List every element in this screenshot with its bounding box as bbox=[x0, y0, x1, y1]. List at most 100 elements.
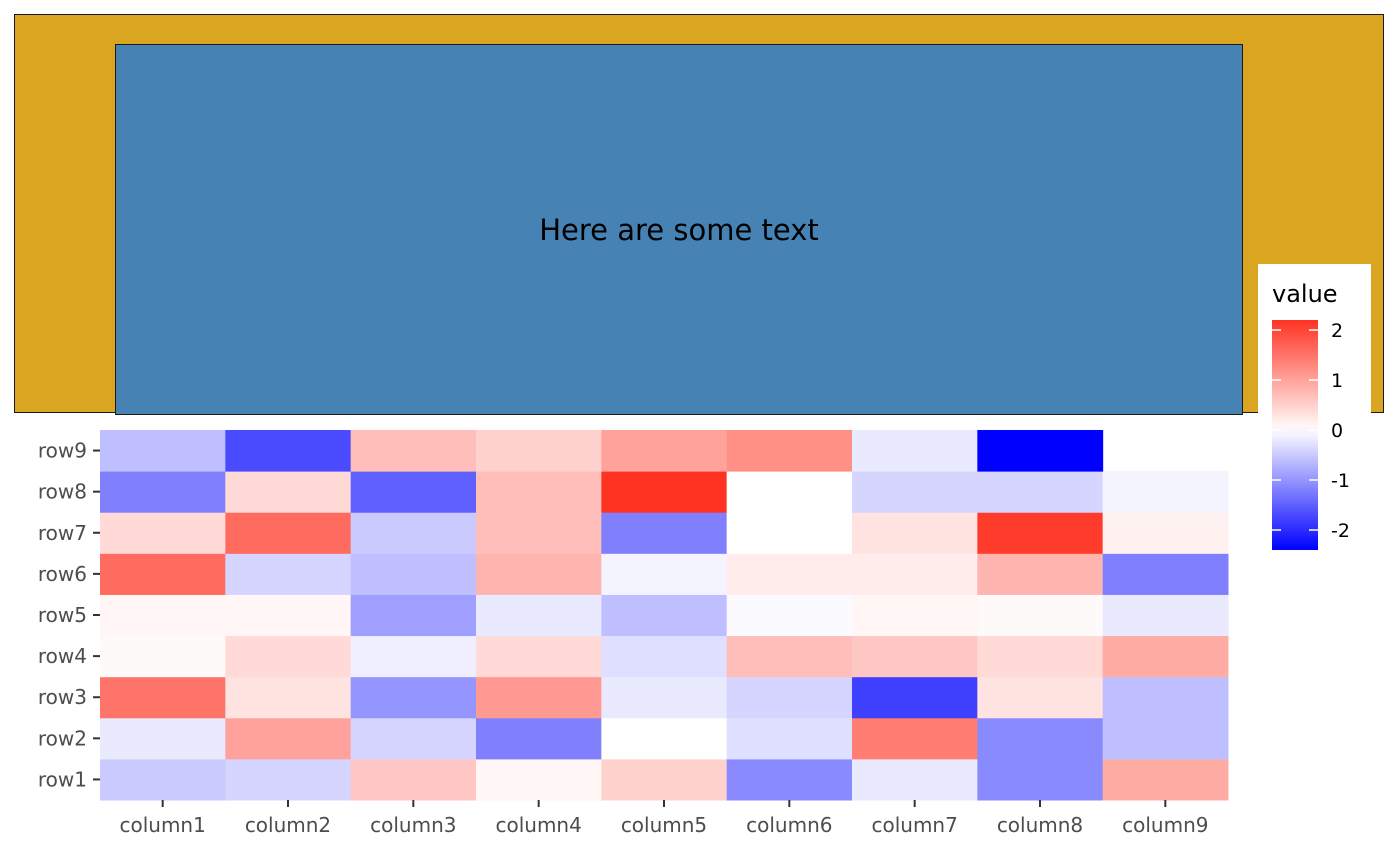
heatmap-cell-row5-column6 bbox=[726, 594, 853, 637]
legend-tick-label: -1 bbox=[1331, 470, 1350, 492]
annotation-text-box: Here are some text bbox=[115, 44, 1243, 415]
heatmap-cell-row1-column7 bbox=[852, 758, 978, 801]
heatmap-cell-row8-column4 bbox=[476, 471, 602, 513]
x-tick-label: column9 bbox=[1122, 813, 1208, 837]
heatmap-cell-row8-column7 bbox=[852, 471, 978, 513]
heatmap-cell-row8-column2 bbox=[225, 471, 352, 513]
heatmap-cell-row5-column5 bbox=[601, 594, 728, 637]
heatmap-cell-row1-column1 bbox=[100, 758, 226, 801]
x-tick-label: column5 bbox=[621, 813, 707, 837]
heatmap-cell-row7-column5 bbox=[601, 512, 728, 554]
heatmap-cell-row1-column2 bbox=[225, 758, 352, 801]
heatmap-cell-row1-column3 bbox=[350, 758, 477, 801]
heatmap-cell-row8-column9 bbox=[1102, 471, 1229, 513]
heatmap-cell-row1-column4 bbox=[476, 758, 602, 801]
heatmap-cell-row6-column2 bbox=[225, 553, 352, 595]
heatmap-cell-row3-column5 bbox=[601, 676, 728, 719]
heatmap-cell-row8-column1 bbox=[100, 471, 226, 513]
annotation-panel: Here are some text bbox=[14, 14, 1384, 415]
heatmap-cell-row5-column3 bbox=[350, 594, 477, 637]
y-tick-label: row5 bbox=[38, 603, 87, 627]
heatmap-cell-row2-column7 bbox=[852, 717, 978, 760]
heatmap-cell-row6-column4 bbox=[476, 553, 602, 595]
heatmap-cell-row7-column6 bbox=[726, 512, 853, 554]
heatmap-cell-row9-column1 bbox=[100, 430, 226, 472]
legend-tick-label: 2 bbox=[1331, 320, 1343, 342]
legend-title: value bbox=[1272, 280, 1338, 308]
heatmap-cell-row6-column1 bbox=[100, 553, 226, 595]
heatmap-cell-row6-column6 bbox=[726, 553, 853, 595]
heatmap-cell-row4-column5 bbox=[601, 635, 728, 678]
heatmap-cell-row3-column9 bbox=[1102, 676, 1229, 719]
heatmap-cell-row7-column2 bbox=[225, 512, 352, 554]
x-tick-label: column7 bbox=[871, 813, 957, 837]
heatmap-cell-row4-column3 bbox=[350, 635, 477, 678]
y-tick-label: row6 bbox=[38, 562, 87, 586]
heatmap-cell-row3-column3 bbox=[350, 676, 477, 719]
heatmap-cell-row5-column7 bbox=[852, 594, 978, 637]
legend-tick-label: 0 bbox=[1331, 420, 1343, 442]
heatmap-cell-row8-column6 bbox=[726, 471, 853, 513]
heatmap-cell-row2-column1 bbox=[100, 717, 226, 760]
heatmap-cell-row8-column8 bbox=[977, 471, 1104, 513]
heatmap-cell-row4-column6 bbox=[726, 635, 853, 678]
annotation-text: Here are some text bbox=[539, 212, 819, 247]
heatmap-cell-row9-column3 bbox=[350, 430, 477, 472]
heatmap-cell-row2-column3 bbox=[350, 717, 477, 760]
heatmap-cell-row6-column5 bbox=[601, 553, 728, 595]
x-tick-label: column1 bbox=[119, 813, 205, 837]
heatmap-cell-row2-column6 bbox=[726, 717, 853, 760]
heatmap-cell-row2-column2 bbox=[225, 717, 352, 760]
heatmap-cell-row1-column5 bbox=[601, 758, 728, 801]
x-tick-label: column3 bbox=[370, 813, 456, 837]
heatmap-cell-row3-column6 bbox=[726, 676, 853, 719]
heatmap-cell-row9-column6 bbox=[726, 430, 853, 472]
heatmap-cell-row3-column7 bbox=[852, 676, 978, 719]
heatmap-cell-row4-column2 bbox=[225, 635, 352, 678]
heatmap-cell-row6-column8 bbox=[977, 553, 1104, 595]
heatmap-cell-row5-column8 bbox=[977, 594, 1104, 637]
heatmap-cell-row3-column1 bbox=[100, 676, 226, 719]
heatmap-cell-row5-column9 bbox=[1102, 594, 1229, 637]
y-tick-label: row1 bbox=[38, 767, 87, 791]
heatmap-cell-row4-column9 bbox=[1102, 635, 1229, 678]
x-tick-label: column2 bbox=[245, 813, 331, 837]
heatmap-cell-row5-column2 bbox=[225, 594, 352, 637]
heatmap-cell-row8-column5 bbox=[601, 471, 728, 513]
x-tick-label: column8 bbox=[997, 813, 1083, 837]
heatmap-cell-row9-column4 bbox=[476, 430, 602, 472]
heatmap-cell-row1-column6 bbox=[726, 758, 853, 801]
heatmap-cell-row4-column7 bbox=[852, 635, 978, 678]
heatmap-cell-row2-column5 bbox=[601, 717, 728, 760]
heatmap-cell-row9-column5 bbox=[601, 430, 728, 472]
heatmap-cell-row7-column4 bbox=[476, 512, 602, 554]
legend-colorbar bbox=[1272, 320, 1318, 550]
heatmap-cell-row7-column9 bbox=[1102, 512, 1229, 554]
heatmap-cell-row5-column1 bbox=[100, 594, 226, 637]
y-tick-label: row3 bbox=[38, 685, 87, 709]
heatmap-cell-row2-column4 bbox=[476, 717, 602, 760]
heatmap-cell-row3-column4 bbox=[476, 676, 602, 719]
heatmap-cell-row6-column9 bbox=[1102, 553, 1229, 595]
heatmap-cell-row7-column1 bbox=[100, 512, 226, 554]
heatmap-cell-row1-column9 bbox=[1102, 758, 1229, 801]
legend-tick-label: -2 bbox=[1331, 520, 1350, 542]
heatmap-cell-row7-column8 bbox=[977, 512, 1104, 554]
heatmap-cell-row7-column7 bbox=[852, 512, 978, 554]
heatmap-cell-row9-column2 bbox=[225, 430, 352, 472]
heatmap-cell-row4-column8 bbox=[977, 635, 1104, 678]
heatmap-cell-row2-column8 bbox=[977, 717, 1104, 760]
y-tick-label: row7 bbox=[38, 521, 87, 545]
heatmap-cell-row4-column1 bbox=[100, 635, 226, 678]
y-tick-label: row4 bbox=[38, 644, 87, 668]
heatmap-cell-row1-column8 bbox=[977, 758, 1104, 801]
x-tick-label: column4 bbox=[495, 813, 581, 837]
heatmap-cell-row9-column8 bbox=[977, 430, 1104, 472]
heatmap-cell-row6-column3 bbox=[350, 553, 477, 595]
heatmap-cell-row5-column4 bbox=[476, 594, 602, 637]
heatmap-cell-row7-column3 bbox=[350, 512, 477, 554]
heatmap-cell-row2-column9 bbox=[1102, 717, 1229, 760]
heatmap-cell-row6-column7 bbox=[852, 553, 978, 595]
x-tick-label: column6 bbox=[746, 813, 832, 837]
